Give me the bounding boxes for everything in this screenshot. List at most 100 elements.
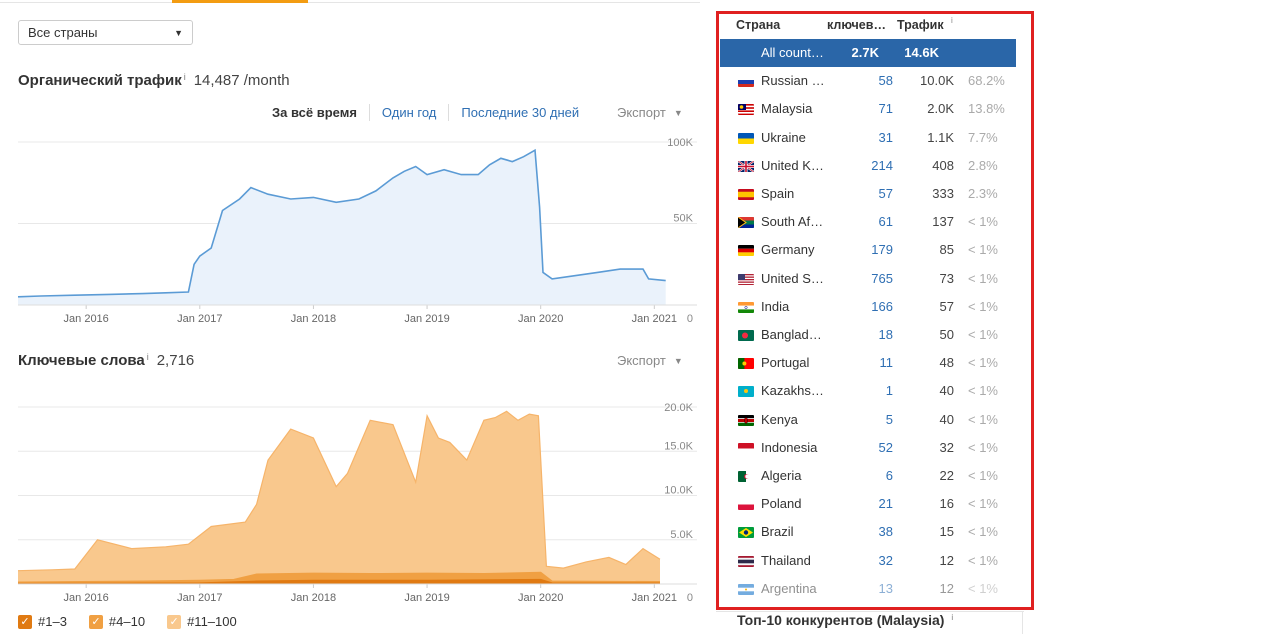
kw-11-100-area (18, 411, 660, 584)
keywords-count-link[interactable]: 166 (871, 298, 893, 314)
organic-traffic-heading: Органический трафик i 14,487 /month (18, 72, 290, 89)
legend-top11-100[interactable]: ✓ #11–100 (167, 614, 237, 629)
keywords-count-link[interactable]: 58 (878, 73, 893, 89)
checkbox-checked-icon[interactable]: ✓ (167, 614, 182, 629)
traffic-share: < 1% (968, 411, 998, 427)
x-tick-label: Jan 2017 (177, 313, 222, 325)
keywords-count-link[interactable]: 21 (878, 496, 893, 512)
table-row[interactable]: Spain 57 333 2.3% (719, 180, 1031, 208)
keywords-heading: Ключевые слова i 2,716 (18, 352, 194, 369)
y-tick-label: 5.0K (670, 529, 693, 541)
table-row[interactable]: Indonesia 52 32 < 1% (719, 434, 1031, 462)
keywords-count-link[interactable]: 6 (885, 468, 893, 483)
info-icon[interactable]: i (951, 16, 953, 25)
x-tick-label: Jan 2020 (518, 313, 563, 325)
y-tick-label: 0 (687, 313, 693, 325)
table-row[interactable]: Argentina 13 12 < 1% (719, 575, 1031, 603)
flag-gb-icon (738, 160, 754, 172)
traffic-share: < 1% (968, 270, 998, 286)
keywords-count-link[interactable]: 5 (885, 411, 893, 427)
legend-label: #1–3 (38, 614, 67, 629)
keywords-count-link[interactable]: 31 (878, 129, 893, 145)
table-row[interactable]: Thailand 32 12 < 1% (719, 547, 1031, 575)
top-divider (0, 2, 700, 3)
column-country[interactable]: Страна (736, 18, 781, 32)
country-name: Banglad… (761, 327, 822, 342)
flag-in-icon (738, 301, 754, 313)
column-traffic[interactable]: Трафик (897, 18, 944, 32)
table-row[interactable]: Germany 179 85 < 1% (719, 236, 1031, 264)
keywords-count-link[interactable]: 61 (878, 214, 893, 230)
keywords-legend: ✓ #1–3 ✓ #4–10 ✓ #11–100 (18, 614, 259, 629)
table-row[interactable]: India 166 57 < 1% (719, 293, 1031, 321)
traffic-export-button[interactable]: Экспорт ▼ (617, 105, 683, 120)
flag-de-icon (738, 245, 754, 257)
info-icon[interactable]: i (146, 352, 149, 362)
period-all-time[interactable]: За всё время (272, 105, 357, 120)
country-name: United S… (761, 270, 824, 286)
table-row[interactable]: Kazakhs… 1 40 < 1% (719, 377, 1031, 405)
y-tick-label: 100K (667, 137, 693, 149)
keywords-export-button[interactable]: Экспорт ▼ (617, 353, 683, 368)
country-name: Thailand (761, 552, 811, 568)
table-row[interactable]: Malaysia 71 2.0K 13.8% (719, 95, 1031, 123)
legend-top4-10[interactable]: ✓ #4–10 (88, 614, 145, 629)
traffic-share: 7.7% (968, 129, 998, 145)
x-tick-label: Jan 2019 (404, 313, 449, 325)
keywords-count-link[interactable]: 18 (878, 327, 893, 342)
period-one-year[interactable]: Один год (368, 104, 448, 121)
traffic-value: 32 (939, 439, 954, 455)
traffic-value: 12 (939, 580, 954, 596)
keywords-count-link[interactable]: 32 (878, 552, 893, 568)
table-row[interactable]: United S… 765 73 < 1% (719, 265, 1031, 293)
checkbox-checked-icon[interactable]: ✓ (18, 614, 32, 629)
keywords-count-link[interactable]: 765 (871, 270, 893, 286)
country-name: Spain (761, 186, 795, 201)
info-icon[interactable]: i (183, 72, 186, 82)
table-row[interactable]: Kenya 5 40 < 1% (719, 406, 1031, 434)
x-tick-label: Jan 2017 (177, 592, 222, 604)
keywords-count-link[interactable]: 71 (878, 101, 893, 117)
y-tick-label: 20.0K (664, 402, 693, 414)
keywords-chart: 20.0K 15.0K 10.0K 5.0K 0 Jan 2016 Jan 2017 Jan … (17, 402, 697, 604)
table-row[interactable]: Brazil 38 15 < 1% (719, 518, 1031, 546)
country-name: All count… (761, 45, 824, 60)
flag-us-icon (738, 273, 754, 285)
keywords-count-link[interactable]: 1 (885, 383, 893, 399)
table-row[interactable]: United K… 214 408 2.8% (719, 152, 1031, 180)
keywords-count-link[interactable]: 38 (878, 524, 893, 540)
chevron-down-icon: ▼ (673, 107, 683, 118)
keywords-count-link[interactable]: 13 (878, 580, 893, 596)
table-row[interactable]: Poland 21 16 < 1% (719, 490, 1031, 518)
period-last-30-days[interactable]: Последние 30 дней (448, 104, 591, 121)
traffic-value: 73 (939, 270, 954, 286)
table-row[interactable]: Algeria 6 22 < 1% (719, 462, 1031, 490)
info-icon[interactable]: i (951, 613, 954, 622)
checkbox-checked-icon[interactable]: ✓ (88, 614, 103, 629)
table-row-all-countries[interactable]: All count… 2.7K 14.6K (720, 39, 1016, 67)
traffic-area (18, 150, 666, 305)
column-keywords[interactable]: ключев… (827, 18, 886, 32)
flag-ua-icon (738, 132, 754, 144)
legend-top3[interactable]: ✓ #1–3 (18, 614, 67, 629)
table-row[interactable]: South Af… 61 137 < 1% (719, 208, 1031, 236)
keywords-count-link[interactable]: 2.7K (851, 45, 879, 60)
traffic-value: 40 (939, 411, 954, 427)
y-tick-label: 15.0K (664, 440, 693, 452)
traffic-share: 2.3% (968, 186, 998, 201)
x-tick-label: Jan 2018 (291, 313, 336, 325)
keywords-count-link[interactable]: 11 (879, 355, 894, 371)
country-name: India (761, 298, 790, 314)
country-filter-select[interactable]: Все страны ▼ (18, 20, 193, 45)
keywords-count-link[interactable]: 57 (878, 186, 893, 201)
table-row[interactable]: Ukraine 31 1.1K 7.7% (719, 124, 1031, 152)
traffic-share: < 1% (968, 468, 998, 483)
keywords-count-link[interactable]: 52 (878, 439, 893, 455)
table-row[interactable]: Russian … 58 10.0K 68.2% (719, 67, 1031, 95)
keywords-count-link[interactable]: 214 (871, 157, 893, 173)
table-row[interactable]: Portugal 11 48 < 1% (719, 349, 1031, 377)
table-row[interactable]: Banglad… 18 50 < 1% (719, 321, 1031, 349)
flag-kz-icon (738, 386, 754, 398)
country-name: Argentina (761, 580, 817, 596)
keywords-count-link[interactable]: 179 (871, 242, 893, 258)
